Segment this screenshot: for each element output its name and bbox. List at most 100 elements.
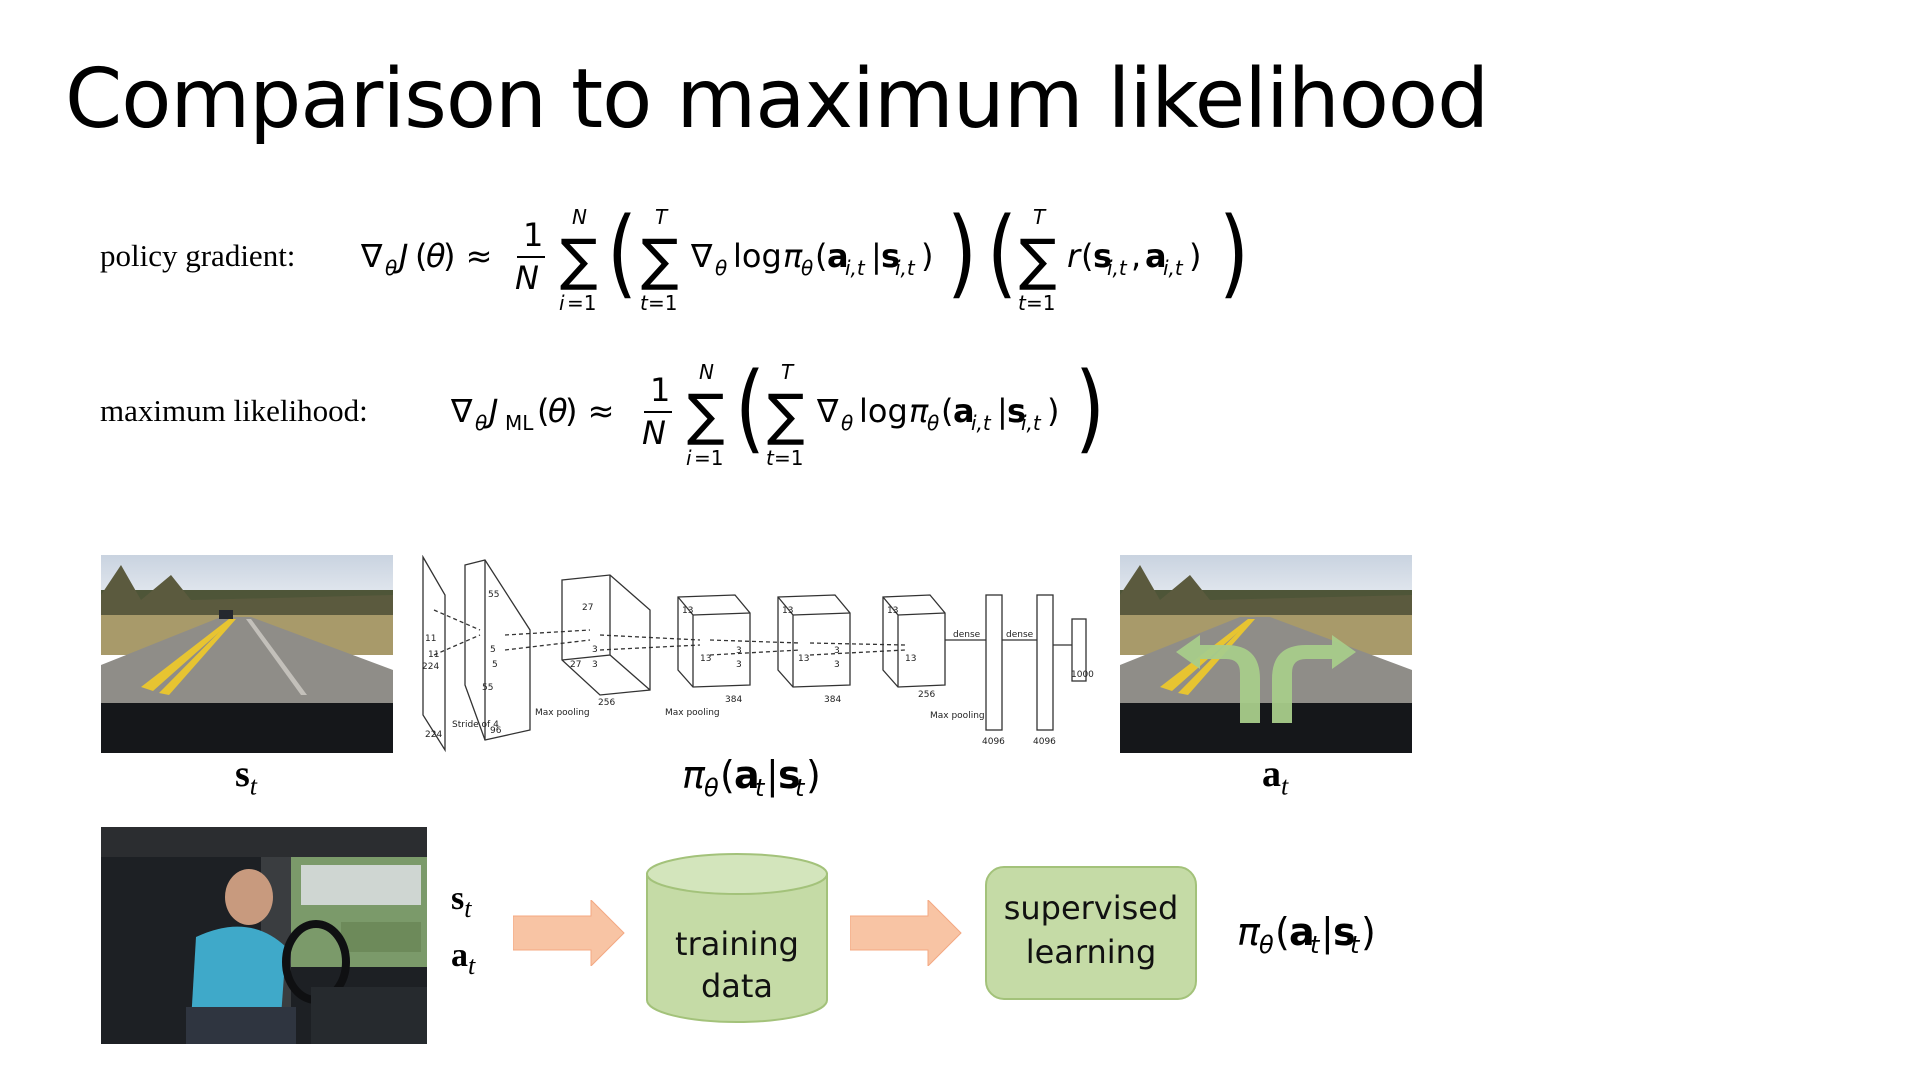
- svg-text:27: 27: [570, 660, 581, 670]
- svg-text:(: (: [735, 355, 765, 464]
- svg-text:N: N: [572, 205, 587, 229]
- svg-text:t: t: [640, 291, 649, 315]
- svg-text:ML: ML: [505, 411, 534, 435]
- road-state-image: [101, 555, 393, 753]
- svg-text:θ: θ: [704, 774, 719, 802]
- svg-text:(: (: [987, 200, 1017, 309]
- svg-text:r: r: [1067, 237, 1082, 275]
- svg-text:4096: 4096: [1033, 737, 1056, 747]
- svg-text:(: (: [537, 392, 549, 430]
- svg-text:N: N: [642, 414, 666, 452]
- svg-text:i,t: i,t: [1163, 256, 1184, 280]
- svg-text:): ): [1219, 200, 1249, 309]
- svg-text:): ): [1047, 392, 1059, 430]
- svg-text:|: |: [1321, 910, 1334, 955]
- svg-text:θ: θ: [548, 392, 568, 430]
- svg-text:=1: =1: [648, 291, 677, 315]
- svg-text:1000: 1000: [1071, 670, 1094, 680]
- svg-text:T: T: [781, 360, 795, 384]
- svg-text:(: (: [941, 392, 953, 430]
- svg-text:) ≈: ) ≈: [443, 237, 492, 275]
- svg-text:): ): [1075, 355, 1105, 464]
- svg-text:∇: ∇: [360, 237, 383, 275]
- svg-text:log: log: [733, 237, 782, 275]
- svg-text:13: 13: [798, 654, 809, 664]
- truck-driver-photo: [101, 827, 427, 1044]
- svg-text:t: t: [766, 446, 775, 470]
- svg-text:π: π: [909, 392, 929, 430]
- svg-text:Max pooling: Max pooling: [535, 708, 590, 718]
- svg-text:θ: θ: [426, 237, 446, 275]
- svg-text:a: a: [1289, 910, 1315, 954]
- policy-gradient-equation: ∇ θ J ( θ ) ≈ 1 N ∑ N i =1 ( ∑ T t =1 ∇ θ …: [360, 200, 1249, 315]
- svg-text:s: s: [778, 753, 801, 797]
- svg-text:): ): [1361, 910, 1376, 954]
- svg-text:3: 3: [736, 660, 742, 670]
- svg-text:s: s: [881, 237, 900, 275]
- output-policy: π θ ( a t | s t ): [1237, 910, 1376, 959]
- supervised-learning-box: supervised learning: [985, 866, 1197, 1000]
- svg-text:θ: θ: [1259, 931, 1274, 959]
- svg-text:27: 27: [582, 603, 593, 613]
- svg-text:|: |: [997, 392, 1008, 430]
- svg-text:∇: ∇: [450, 392, 473, 430]
- svg-text:i,t: i,t: [1107, 256, 1128, 280]
- svg-text:T: T: [1033, 205, 1047, 229]
- svg-text:,: ,: [1131, 237, 1141, 275]
- svg-text:s: s: [1093, 237, 1112, 275]
- svg-text:∇: ∇: [690, 237, 713, 275]
- svg-text:∑: ∑: [687, 383, 725, 448]
- cnn-layer-labels: 55 11 11 224 224 Stride of 4 96 55 5 5 M…: [422, 590, 1094, 747]
- supervised-label-line1: supervised: [1004, 889, 1179, 927]
- svg-text:t: t: [1018, 291, 1027, 315]
- svg-text:i,t: i,t: [845, 256, 866, 280]
- svg-text:Stride of 4: Stride of 4: [452, 720, 499, 730]
- svg-text:θ: θ: [715, 256, 727, 280]
- svg-text:=1: =1: [774, 446, 803, 470]
- svg-text:θ: θ: [841, 411, 853, 435]
- svg-text:t: t: [755, 774, 766, 802]
- svg-text:∑: ∑: [560, 228, 598, 293]
- policy-gradient-label: policy gradient:: [100, 238, 296, 273]
- svg-text:5: 5: [492, 660, 498, 670]
- svg-text:13: 13: [682, 606, 693, 616]
- svg-text:(: (: [720, 753, 735, 797]
- svg-text:3: 3: [834, 646, 840, 656]
- svg-text:3: 3: [592, 660, 598, 670]
- svg-text:i: i: [686, 446, 692, 470]
- svg-text:3: 3: [736, 646, 742, 656]
- svg-text:(: (: [415, 237, 427, 275]
- svg-text:i,t: i,t: [1021, 411, 1042, 435]
- state-caption: st: [235, 753, 258, 801]
- svg-text:11: 11: [428, 650, 439, 660]
- svg-text:13: 13: [887, 606, 898, 616]
- svg-text:a: a: [827, 237, 849, 275]
- svg-text:(: (: [1275, 910, 1290, 954]
- svg-text:a: a: [734, 753, 760, 797]
- svg-text:5: 5: [490, 645, 496, 655]
- svg-text:4096: 4096: [982, 737, 1005, 747]
- svg-text:θ: θ: [801, 256, 813, 280]
- svg-text:): ): [806, 753, 821, 797]
- svg-text:1: 1: [650, 371, 670, 409]
- svg-text:256: 256: [598, 698, 615, 708]
- svg-text:∇: ∇: [816, 392, 839, 430]
- svg-text:=1: =1: [1026, 291, 1055, 315]
- svg-text:224: 224: [422, 662, 439, 672]
- svg-text:T: T: [655, 205, 669, 229]
- svg-text:) ≈: ) ≈: [565, 392, 614, 430]
- svg-text:(: (: [815, 237, 827, 275]
- svg-text:): ): [1189, 237, 1201, 275]
- svg-text:13: 13: [782, 606, 793, 616]
- svg-text:): ): [947, 200, 977, 309]
- svg-text:96: 96: [490, 726, 502, 736]
- svg-text:(: (: [1081, 237, 1093, 275]
- svg-text:π: π: [1237, 910, 1261, 954]
- supervised-label-line2: learning: [1026, 933, 1157, 971]
- svg-text:1: 1: [523, 216, 543, 254]
- svg-text:Max pooling: Max pooling: [665, 708, 720, 718]
- action-caption: at: [1262, 753, 1289, 801]
- svg-text:θ: θ: [475, 411, 487, 435]
- svg-text:3: 3: [592, 645, 598, 655]
- svg-text:384: 384: [725, 695, 742, 705]
